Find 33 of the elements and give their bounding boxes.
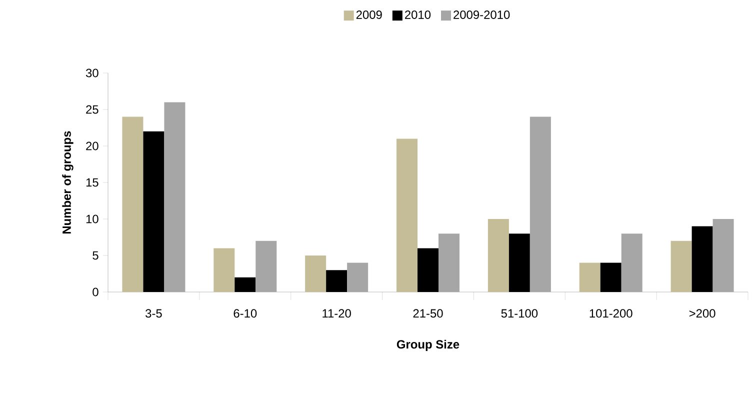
- x-tick-label: 11-20: [322, 309, 351, 318]
- bar: [692, 226, 713, 292]
- bar: [326, 270, 348, 292]
- x-tick-label: 21-50: [413, 309, 443, 318]
- y-tick-label: 5: [92, 251, 98, 260]
- bar: [214, 248, 235, 292]
- y-axis-title: Number of groups: [62, 131, 74, 234]
- x-tick-label: >200: [689, 309, 716, 318]
- bar: [579, 262, 600, 292]
- y-tick-label: 15: [86, 178, 98, 187]
- y-tick-label: 0: [92, 288, 98, 296]
- x-tick-label: 3-5: [146, 309, 162, 318]
- y-tick-label: 30: [86, 68, 98, 78]
- legend-label: 2010: [405, 10, 431, 19]
- bar: [234, 277, 256, 292]
- y-tick-label: 25: [86, 105, 98, 114]
- x-tick-label: 6-10: [234, 309, 257, 318]
- legend-label: 2009: [356, 10, 382, 19]
- bar: [670, 240, 692, 292]
- bar: [600, 262, 622, 292]
- bar: [396, 138, 418, 292]
- bar: [143, 131, 164, 292]
- y-tick-label: 20: [86, 142, 98, 150]
- x-tick-label: 51-100: [501, 309, 538, 318]
- bar: [305, 256, 326, 292]
- bar: [508, 234, 530, 292]
- x-tick-label: 101-200: [590, 309, 632, 318]
- x-axis-title: Group Size: [396, 340, 460, 351]
- bar: [418, 248, 439, 292]
- legend-label: 2009-2010: [454, 10, 510, 19]
- bar: [122, 116, 144, 292]
- y-tick-label: 10: [86, 214, 98, 224]
- bar: [488, 219, 509, 292]
